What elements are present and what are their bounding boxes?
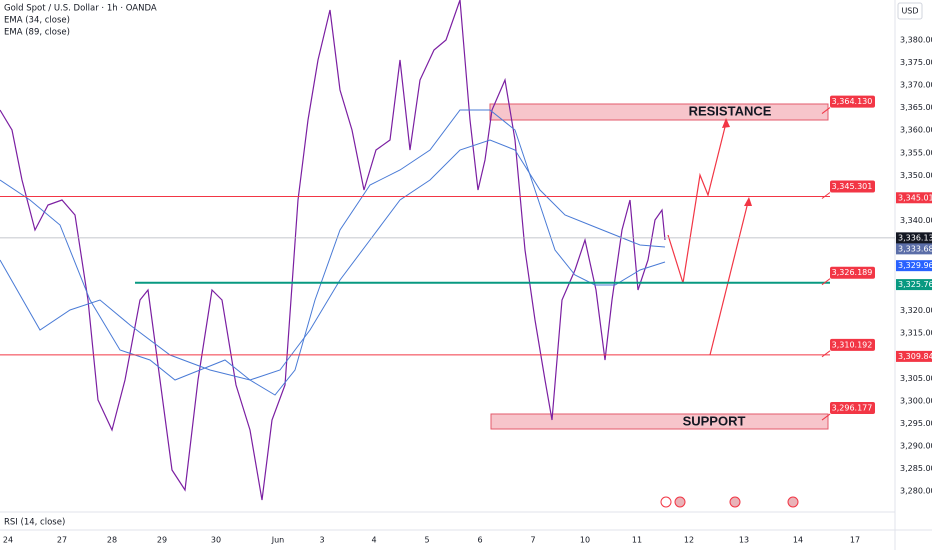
time-tick-label: Jun [271, 536, 285, 545]
time-tick-label: 3 [319, 536, 324, 545]
price-tag-label: 3,345.018 [898, 193, 932, 202]
time-tick-label: 13 [739, 536, 749, 545]
resistance-zone [489, 103, 829, 121]
level-label: 3,326.189 [832, 268, 873, 277]
currency[interactable]: USD [901, 7, 918, 16]
level-pointer [821, 278, 831, 286]
level-pointer [821, 107, 831, 114]
price-tag-label: 3,333.688 [898, 244, 932, 253]
price-tick-label: 3,370.000 [900, 81, 932, 90]
level-pointer [821, 192, 831, 199]
price-tick-label: 3,350.000 [900, 171, 932, 180]
level-label: 3,310.192 [832, 340, 873, 349]
price-tick-label: 3,340.000 [900, 216, 932, 225]
projection-arrow [667, 122, 727, 284]
time-tick-label: 12 [684, 536, 694, 545]
price-tag [896, 192, 932, 204]
time-tick-label: 10 [580, 536, 590, 545]
indicator-label: EMA (89, close) [4, 28, 70, 38]
level-label: 3,345.301 [832, 182, 873, 191]
time-tick-label: 24 [3, 536, 13, 545]
price-tag [896, 279, 932, 291]
event-icon [660, 496, 672, 508]
level-label: 3,296.177 [832, 404, 873, 413]
event-icon [787, 496, 799, 508]
price-tick-label: 3,285.000 [900, 464, 932, 473]
price-tag-label: 3,325.765 [898, 280, 932, 289]
level-pointer [821, 413, 831, 421]
support-label: SUPPORT [683, 413, 746, 428]
level-tag [830, 95, 875, 108]
currency-box[interactable] [897, 2, 923, 20]
level-tag [830, 338, 875, 351]
price-tick-label: 3,315.000 [900, 329, 932, 338]
time-tick-label: 17 [850, 536, 860, 545]
level-tag [830, 180, 875, 193]
time-tick-label: 6 [477, 536, 482, 545]
level-tag [830, 266, 875, 279]
price-tag-label: 3,309.845 [898, 352, 932, 361]
time-tick-label: 5 [424, 536, 429, 545]
price-tick-label: 3,360.000 [900, 126, 932, 135]
price-tick-label: 3,320.000 [900, 306, 932, 315]
event-icon [674, 496, 686, 508]
symbol-title: Gold Spot / U.S. Dollar · 1h · OANDA [4, 4, 157, 14]
price-tick-label: 3,365.000 [900, 103, 932, 112]
price-tick-label: 3,355.000 [900, 148, 932, 157]
support-zone [490, 413, 829, 430]
ema-34 [0, 109, 666, 396]
price-tag-label: 3,336.130 [898, 233, 932, 242]
price-tick-label: 3,300.000 [900, 396, 932, 405]
price-tick-label: 3,280.000 [900, 487, 932, 496]
time-tick-label: 28 [107, 536, 117, 545]
price-tick-label: 3,375.000 [900, 58, 932, 67]
resistance-label: RESISTANCE [689, 103, 772, 118]
level-pointer [821, 350, 831, 358]
arrow-head [744, 197, 752, 206]
time-tick-label: 4 [371, 536, 376, 545]
indicator-label: EMA (34, close) [4, 16, 70, 26]
event-icon [729, 496, 741, 508]
price-tick-label: 3,295.000 [900, 419, 932, 428]
price-tag [896, 243, 932, 255]
time-tick-label: 30 [211, 536, 221, 545]
time-tick-label: 27 [57, 536, 67, 545]
price-tag [896, 260, 932, 272]
price-tick-label: 3,305.000 [900, 374, 932, 383]
rsi-label: RSI (14, close) [4, 518, 65, 528]
price-tick-label: 3,380.000 [900, 36, 932, 45]
projection-arrow [709, 201, 749, 356]
level-label: 3,364.130 [832, 97, 873, 106]
level-tag [830, 402, 875, 415]
time-tick-label: 29 [157, 536, 167, 545]
price-path [0, 0, 666, 501]
price-tick-label: 3,290.000 [900, 441, 932, 450]
arrow-head [722, 118, 730, 128]
time-tick-label: 7 [530, 536, 535, 545]
time-tick-label: 11 [632, 536, 642, 545]
price-tag-label: 3,329.964 [898, 261, 932, 270]
ema-89 [0, 139, 666, 381]
price-tag [896, 350, 932, 362]
time-tick-label: 14 [793, 536, 803, 545]
